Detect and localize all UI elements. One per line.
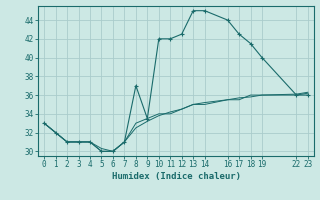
X-axis label: Humidex (Indice chaleur): Humidex (Indice chaleur) [111, 172, 241, 181]
